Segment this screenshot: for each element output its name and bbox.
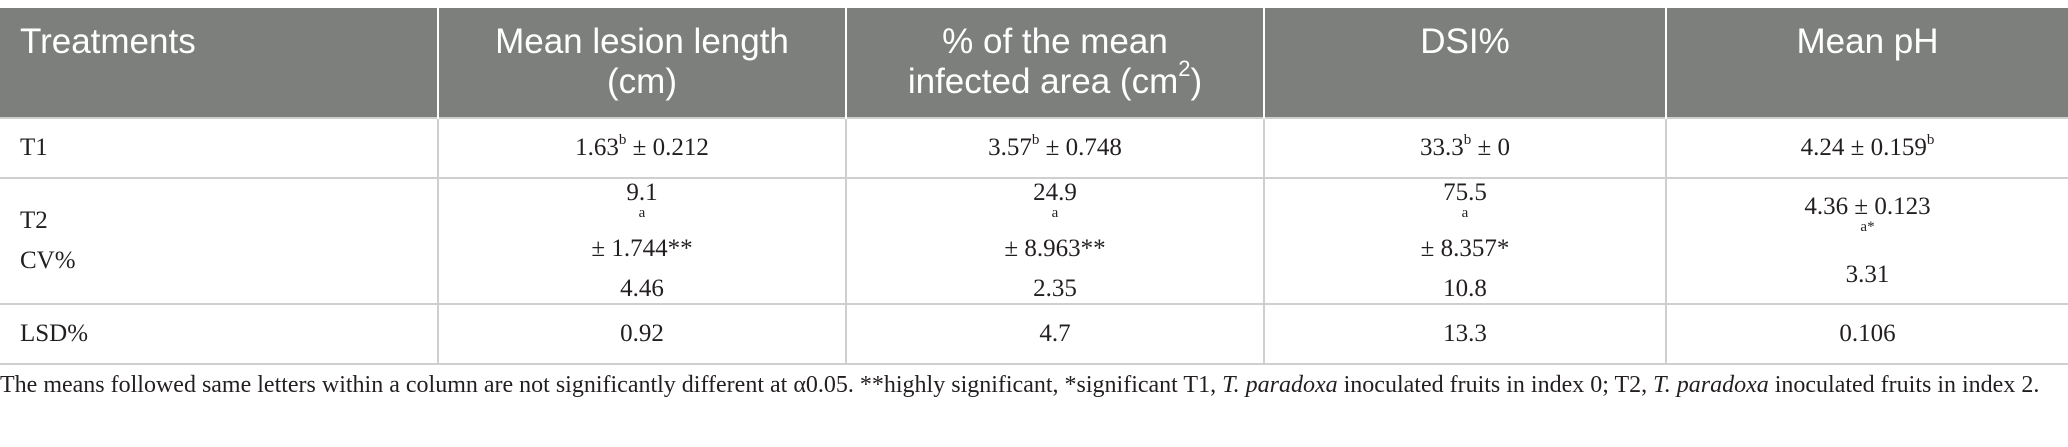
cell-t1-area: 3.57b ± 0.748 xyxy=(846,117,1265,179)
cell-t1-ph: 4.24 ± 0.159b xyxy=(1666,117,2068,179)
header-infected-area-close: ) xyxy=(1190,62,1203,101)
cell-t2-ph: 4.36 ± 0.123 a* xyxy=(1804,193,1931,235)
table-row-t1: T1 1.63b ± 0.212 3.57b ± 0.748 33.3b ± 0… xyxy=(0,117,2068,179)
header-mean-lesion-length: Mean lesion length (cm) xyxy=(438,8,847,118)
cell-lsd-dsi: 13.3 xyxy=(1264,304,1667,365)
cell-cv-area: 2.35 xyxy=(1033,275,1077,302)
header-mean-lesion-length-line2: (cm) xyxy=(607,62,677,101)
cell-t1-lesion: 1.63b ± 0.212 xyxy=(438,117,847,179)
header-infected-area-superscript: 2 xyxy=(1178,56,1191,82)
header-mean-lesion-length-line1: Mean lesion length xyxy=(495,22,789,61)
results-table-container: Treatments Mean lesion length (cm) % of … xyxy=(0,8,2068,365)
header-mean-ph: Mean pH xyxy=(1666,8,2068,118)
cell-lsd-label: LSD% xyxy=(0,304,439,365)
header-infected-area: % of the mean infected area (cm2) xyxy=(846,8,1265,118)
cell-cv-ph: 3.31 xyxy=(1845,261,1890,288)
header-dsi: DSI% xyxy=(1264,8,1667,118)
table-footnote: The means followed same letters within a… xyxy=(0,372,2040,398)
cell-t2-label: T2 xyxy=(20,207,48,234)
cell-lsd-ph: 0.106 xyxy=(1666,304,2068,365)
header-infected-area-line1: % of the mean xyxy=(942,22,1168,61)
cell-cv-lesion: 4.46 xyxy=(620,275,664,302)
footnote-species-1: T. paradoxa xyxy=(1222,372,1338,398)
cell-t1-dsi: 33.3b ± 0 xyxy=(1264,117,1667,179)
header-infected-area-line2: infected area (cm xyxy=(907,62,1179,101)
table-header: Treatments Mean lesion length (cm) % of … xyxy=(0,8,2068,118)
cell-lsd-lesion: 0.92 xyxy=(438,304,847,365)
cell-t2-cv-ph: 4.36 ± 0.123 a* 3.31 xyxy=(1666,178,2068,305)
cell-t2-cv-lesion: 9.1 a ± 1.744** 4.46 xyxy=(438,178,847,305)
cell-t2-cv-dsi: 75.5 a ± 8.357* 10.8 xyxy=(1264,178,1667,305)
cell-t2-cv-area: 24.9 a ± 8.963** 2.35 xyxy=(846,178,1265,305)
cell-cv-dsi: 10.8 xyxy=(1443,275,1487,302)
cell-t1-label: T1 xyxy=(0,117,439,179)
results-table: Treatments Mean lesion length (cm) % of … xyxy=(0,8,2068,365)
cell-lsd-area: 4.7 xyxy=(846,304,1265,365)
table-body: T1 1.63b ± 0.212 3.57b ± 0.748 33.3b ± 0… xyxy=(0,117,2068,365)
header-row: Treatments Mean lesion length (cm) % of … xyxy=(0,8,2068,118)
cell-t2-area: 24.9 a ± 8.963** xyxy=(1004,179,1106,262)
table-row-t2-cv: T2 CV% 9.1 a ± 1.744** 4.46 24.9 a ± 8.963… xyxy=(0,178,2068,305)
cell-t2-cv-labels: T2 CV% xyxy=(0,178,439,305)
cell-t2-dsi: 75.5 a ± 8.357* xyxy=(1420,179,1510,262)
cell-cv-label: CV% xyxy=(20,247,76,274)
footnote-species-2: T. paradoxa xyxy=(1653,372,1769,398)
table-row-lsd: LSD% 0.92 4.7 13.3 0.106 xyxy=(0,304,2068,365)
cell-t2-lesion: 9.1 a ± 1.744** xyxy=(591,179,693,262)
header-treatments: Treatments xyxy=(0,8,439,118)
